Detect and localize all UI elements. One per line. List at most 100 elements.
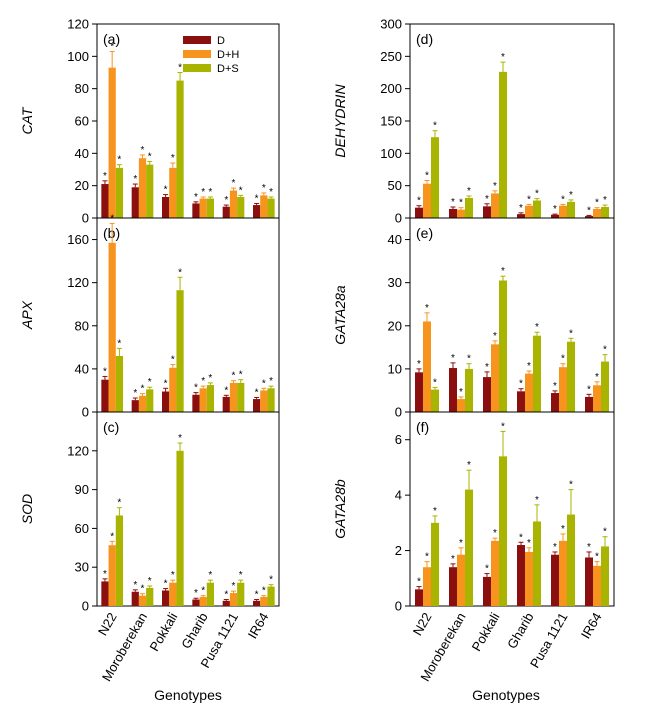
bar-d-h-pokkali bbox=[169, 582, 177, 606]
significance-star: * bbox=[485, 194, 489, 205]
significance-star: * bbox=[501, 52, 505, 63]
significance-star: * bbox=[535, 322, 539, 333]
bar-d-moroberekan bbox=[449, 208, 457, 218]
legend-swatch bbox=[183, 50, 211, 58]
significance-star: * bbox=[239, 370, 243, 381]
bar-d-s-moroberekan bbox=[146, 164, 154, 218]
bar-d-s-gharib bbox=[206, 582, 214, 606]
significance-star: * bbox=[110, 531, 114, 542]
bar-d-h-pusa-1121 bbox=[559, 205, 567, 218]
bar-d-ir64 bbox=[253, 205, 261, 218]
bar-d-ir64 bbox=[253, 600, 261, 606]
y-tick-label: 0 bbox=[82, 405, 89, 420]
y-tick-label: 300 bbox=[380, 17, 402, 32]
bar-d-s-n22 bbox=[115, 167, 123, 218]
bar-d-moroberekan bbox=[131, 591, 139, 606]
y-tick-label: 120 bbox=[67, 275, 89, 290]
y-tick-label: 6 bbox=[395, 432, 402, 447]
significance-star: * bbox=[232, 581, 236, 592]
significance-star: * bbox=[103, 366, 107, 377]
y-axis-label: CAT bbox=[19, 106, 35, 134]
y-tick-label: 40 bbox=[75, 146, 89, 161]
bar-d-n22 bbox=[415, 207, 423, 218]
significance-star: * bbox=[141, 584, 145, 595]
legend-entry: D+S bbox=[217, 63, 239, 75]
bar-d-h-gharib bbox=[525, 551, 533, 606]
bar-d-n22 bbox=[101, 184, 109, 218]
bar-d-s-ir64 bbox=[601, 207, 609, 218]
category-label: Pokkali bbox=[469, 610, 503, 654]
significance-star: * bbox=[417, 196, 421, 207]
plot-frame bbox=[96, 411, 280, 607]
bar-d-s-gharib bbox=[206, 385, 214, 412]
significance-star: * bbox=[117, 338, 121, 349]
bar-d-pusa-1121 bbox=[551, 554, 559, 606]
bar-d-s-n22 bbox=[115, 515, 123, 606]
y-tick-label: 250 bbox=[380, 49, 402, 64]
significance-star: * bbox=[208, 373, 212, 384]
significance-star: * bbox=[433, 506, 437, 517]
y-tick-label: 100 bbox=[67, 49, 89, 64]
significance-star: * bbox=[603, 195, 607, 206]
bar-d-s-ir64 bbox=[267, 586, 275, 606]
significance-star: * bbox=[527, 194, 531, 205]
significance-star: * bbox=[224, 385, 228, 396]
bar-d-h-gharib bbox=[525, 373, 533, 412]
bar-d-s-gharib bbox=[533, 200, 541, 218]
category-label: N22 bbox=[410, 610, 435, 638]
plot-frame bbox=[96, 217, 280, 413]
category-label: IR64 bbox=[245, 610, 272, 641]
legend: D D+H D+S bbox=[183, 35, 239, 75]
x-axis-label-left: Genotypes bbox=[154, 687, 222, 703]
bar-d-h-gharib bbox=[199, 596, 207, 606]
significance-star: * bbox=[459, 387, 463, 398]
y-axis-label: APX bbox=[19, 300, 35, 330]
y-tick-label: 120 bbox=[67, 17, 89, 32]
bar-d-s-ir64 bbox=[601, 361, 609, 412]
bar-d-pusa-1121 bbox=[222, 206, 230, 218]
significance-star: * bbox=[239, 570, 243, 581]
bar-d-gharib bbox=[192, 599, 200, 606]
bar-d-h-n22 bbox=[108, 67, 116, 219]
significance-star: * bbox=[553, 204, 557, 215]
legend-swatch bbox=[183, 36, 211, 44]
y-tick-label: 100 bbox=[380, 146, 402, 161]
significance-star: * bbox=[164, 579, 168, 590]
significance-star: * bbox=[171, 153, 175, 164]
significance-star: * bbox=[269, 376, 273, 387]
bar-d-pokkali bbox=[162, 590, 170, 606]
bar-d-s-pusa-1121 bbox=[237, 382, 245, 412]
bar-d-h-moroberekan bbox=[457, 209, 465, 218]
significance-star: * bbox=[133, 174, 137, 185]
significance-star: * bbox=[262, 378, 266, 389]
bar-d-pusa-1121 bbox=[551, 393, 559, 412]
significance-star: * bbox=[451, 197, 455, 208]
bar-d-h-pokkali bbox=[491, 540, 499, 606]
y-tick-label: 30 bbox=[388, 275, 402, 290]
significance-star: * bbox=[208, 187, 212, 198]
bar-d-h-pusa-1121 bbox=[229, 593, 238, 606]
bar-d-s-ir64 bbox=[601, 546, 609, 606]
bar-d-s-pokkali bbox=[499, 280, 507, 412]
significance-star: * bbox=[141, 145, 145, 156]
chart-panel-5: 0 10 20 30 40 GATA28a (e) * * * * * * * * * * * * * * * * * * bbox=[332, 217, 615, 420]
significance-star: * bbox=[501, 266, 505, 277]
bar-d-n22 bbox=[415, 589, 423, 606]
bar-d-s-n22 bbox=[115, 355, 123, 412]
significance-star: * bbox=[417, 577, 421, 588]
y-tick-label: 30 bbox=[75, 560, 89, 575]
panel-label: (d) bbox=[416, 31, 433, 47]
significance-star: * bbox=[262, 586, 266, 597]
significance-star: * bbox=[603, 345, 607, 356]
bar-d-s-pusa-1121 bbox=[567, 514, 575, 606]
bar-d-s-pusa-1121 bbox=[237, 196, 245, 218]
y-axis-label: SOD bbox=[19, 494, 35, 524]
y-tick-label: 60 bbox=[75, 521, 89, 536]
bar-d-ir64 bbox=[253, 399, 261, 412]
y-tick-label: 200 bbox=[380, 81, 402, 96]
significance-star: * bbox=[171, 355, 175, 366]
significance-star: * bbox=[485, 564, 489, 575]
significance-star: * bbox=[519, 379, 523, 390]
bar-d-h-pokkali bbox=[491, 344, 499, 412]
